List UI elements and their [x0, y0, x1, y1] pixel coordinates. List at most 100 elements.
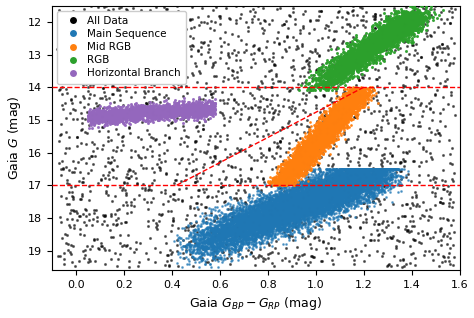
Point — [338, 123, 346, 128]
Point — [289, 208, 296, 213]
Point — [126, 114, 134, 119]
Point — [363, 61, 370, 66]
Point — [134, 107, 141, 112]
Point — [289, 197, 297, 203]
Point — [332, 199, 339, 204]
Point — [284, 206, 292, 211]
Point — [264, 216, 271, 221]
Point — [346, 98, 353, 103]
Point — [313, 189, 321, 194]
Point — [139, 144, 146, 149]
Point — [297, 147, 305, 152]
Point — [252, 222, 260, 227]
Point — [283, 169, 291, 174]
Point — [360, 180, 368, 185]
Point — [388, 220, 395, 225]
Point — [407, 16, 414, 21]
Point — [319, 198, 327, 203]
Point — [323, 60, 331, 65]
Point — [112, 106, 119, 111]
Point — [351, 189, 358, 194]
Point — [273, 206, 281, 211]
Point — [112, 108, 119, 113]
Point — [219, 237, 227, 242]
Point — [296, 219, 303, 225]
Point — [313, 206, 320, 211]
Point — [108, 111, 116, 116]
Point — [232, 222, 239, 227]
Point — [191, 105, 198, 110]
Point — [410, 20, 418, 25]
Point — [207, 104, 214, 109]
Point — [286, 190, 294, 195]
Point — [265, 211, 273, 216]
Point — [424, 10, 431, 15]
Point — [305, 156, 313, 161]
Point — [311, 178, 319, 183]
Point — [379, 23, 387, 28]
Point — [359, 170, 366, 176]
Point — [274, 178, 282, 183]
Point — [354, 134, 362, 139]
Point — [257, 225, 265, 231]
Point — [216, 21, 224, 26]
Point — [361, 192, 368, 197]
Point — [246, 212, 254, 218]
Point — [309, 146, 317, 151]
Point — [375, 189, 383, 194]
Point — [189, 103, 196, 108]
Point — [385, 36, 392, 41]
Point — [410, 17, 418, 22]
Point — [244, 233, 251, 238]
Point — [334, 186, 341, 191]
Point — [411, 13, 419, 18]
Point — [309, 156, 316, 161]
Point — [359, 97, 367, 102]
Point — [362, 54, 370, 59]
Point — [307, 134, 315, 139]
Point — [305, 189, 312, 194]
Point — [225, 119, 232, 124]
Point — [326, 179, 334, 184]
Point — [259, 203, 267, 208]
Point — [157, 109, 164, 114]
Point — [233, 225, 240, 231]
Point — [155, 218, 163, 224]
Point — [317, 134, 324, 139]
Point — [343, 91, 350, 96]
Point — [155, 107, 162, 112]
Point — [372, 168, 379, 173]
Point — [342, 192, 350, 197]
Point — [342, 119, 349, 124]
Point — [356, 67, 364, 72]
Point — [339, 118, 346, 123]
Point — [356, 5, 364, 10]
Point — [118, 109, 126, 114]
Point — [346, 61, 354, 66]
Point — [125, 125, 133, 130]
Point — [300, 167, 308, 172]
Point — [320, 129, 328, 134]
Point — [331, 190, 339, 195]
Point — [291, 224, 299, 229]
Point — [290, 166, 298, 171]
Point — [222, 60, 229, 66]
Point — [322, 87, 329, 93]
Point — [84, 89, 92, 94]
Point — [172, 110, 179, 115]
Point — [350, 95, 358, 100]
Point — [281, 197, 289, 203]
Point — [224, 222, 232, 227]
Point — [321, 185, 329, 190]
Point — [345, 61, 352, 66]
Point — [340, 97, 348, 102]
Point — [210, 234, 217, 239]
Point — [81, 30, 89, 35]
Point — [278, 217, 285, 222]
Point — [271, 196, 278, 201]
Point — [213, 234, 220, 239]
Point — [373, 56, 380, 61]
Point — [256, 217, 264, 222]
Point — [288, 214, 296, 219]
Point — [283, 176, 291, 181]
